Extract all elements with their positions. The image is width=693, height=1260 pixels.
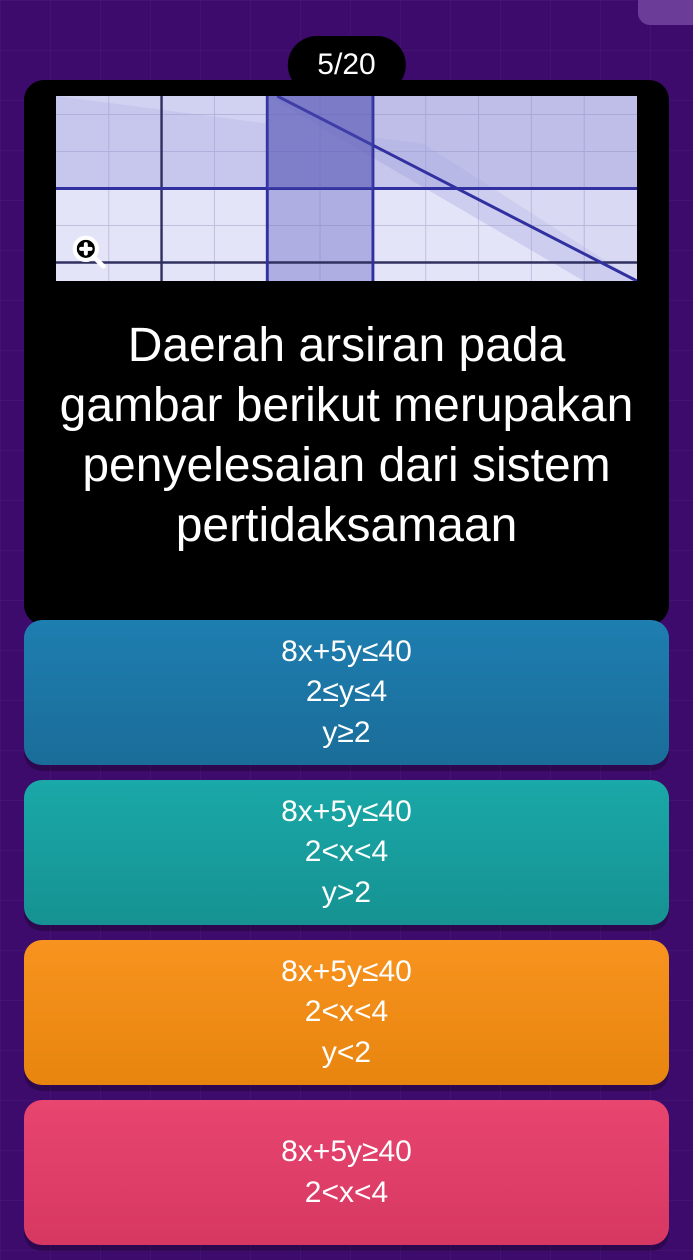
progress-text: 5/20 [317,48,375,81]
option-line: 8x+5y≥40 [281,1132,412,1173]
option-line: 2<x<4 [305,992,388,1033]
question-image[interactable] [56,96,637,281]
answer-option-3[interactable]: 8x+5y≤40 2<x<4 y<2 [24,940,669,1085]
option-line: y>2 [322,873,371,914]
option-line: y≥2 [322,713,370,754]
option-line: 8x+5y≤40 [281,952,412,993]
progress-indicator: 5/20 [287,36,405,94]
answer-option-4[interactable]: 8x+5y≥40 2<x<4 [24,1100,669,1245]
option-line: y<2 [322,1033,371,1074]
answer-option-2[interactable]: 8x+5y≤40 2<x<4 y>2 [24,780,669,925]
option-line: 2<x<4 [305,1173,388,1214]
option-line: 8x+5y≤40 [281,792,412,833]
option-line: 2<x<4 [305,832,388,873]
question-text: Daerah arsiran pada gambar berikut merup… [56,316,637,556]
header-fragment [638,0,693,25]
option-line: 8x+5y≤40 [281,632,412,673]
answer-option-1[interactable]: 8x+5y≤40 2≤y≤4 y≥2 [24,620,669,765]
zoom-in-icon[interactable] [68,231,110,273]
question-card: Daerah arsiran pada gambar berikut merup… [24,80,669,625]
graph-chart [56,96,637,281]
option-line: 2≤y≤4 [306,672,387,713]
